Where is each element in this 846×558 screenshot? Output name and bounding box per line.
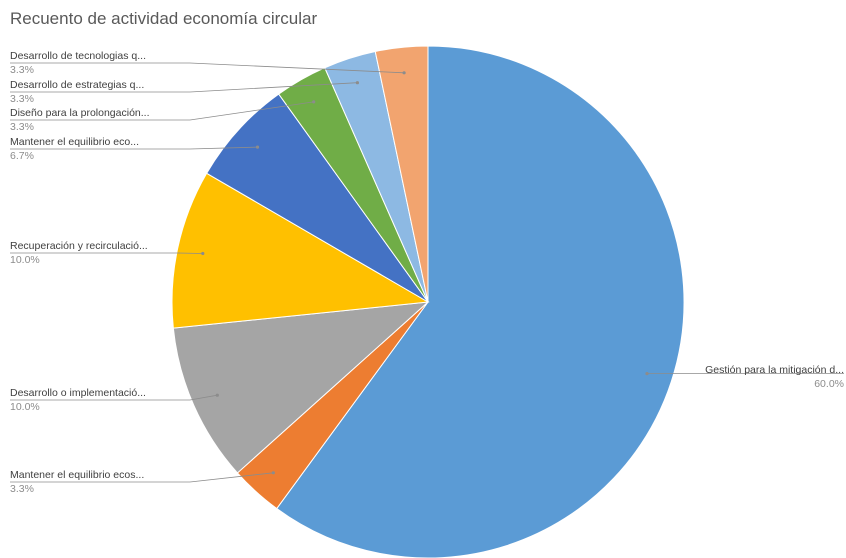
slice-label: Desarrollo de estrategias q... [10,79,144,91]
slice-label: Desarrollo de tecnologias q... [10,50,146,62]
pie-slice [172,301,430,474]
slice-label: Gestión para la mitigación d... [705,364,844,376]
slice-percent: 60.0% [814,378,844,390]
slice-percent: 3.3% [10,64,34,76]
chart-title: Recuento de actividad economía circular [10,9,317,28]
pie-slice [374,45,429,303]
slice-label: Recuperación y recirculació... [10,240,148,252]
leader-line [10,82,358,93]
leader-dot [402,71,406,75]
leader-dot [201,251,205,256]
slice-label: Desarrollo o implementació... [10,387,146,399]
slice-label: Diseño para la prolongación... [10,107,150,119]
slice-percent: 3.3% [10,121,34,133]
pie-slice [276,45,685,558]
slice-percent: 3.3% [10,93,34,105]
leader-dot [255,145,260,149]
slice-label: Mantener el equilibrio ecos... [10,469,144,481]
leader-line [10,101,314,121]
pie-slices [171,45,685,558]
leader-line [10,146,258,150]
slice-label: Mantener el equilibrio eco... [10,136,139,148]
slice-percent: 6.7% [10,150,34,162]
leader-line [10,394,218,401]
leader-dot [271,471,275,475]
slice-percent: 10.0% [10,401,40,413]
leader-line [10,472,274,483]
leader-line [10,62,405,74]
pie-labels: Gestión para la mitigación d... 60.0% Mant… [10,50,844,495]
pie-slice [171,172,430,329]
pie-slice [206,93,429,303]
leader-dot [355,81,359,85]
leader-line [10,252,203,254]
leader-dot [215,393,219,397]
leader-dot [312,100,316,104]
slice-percent: 3.3% [10,483,34,495]
leader-dot [645,372,649,376]
slice-percent: 10.0% [10,254,40,266]
